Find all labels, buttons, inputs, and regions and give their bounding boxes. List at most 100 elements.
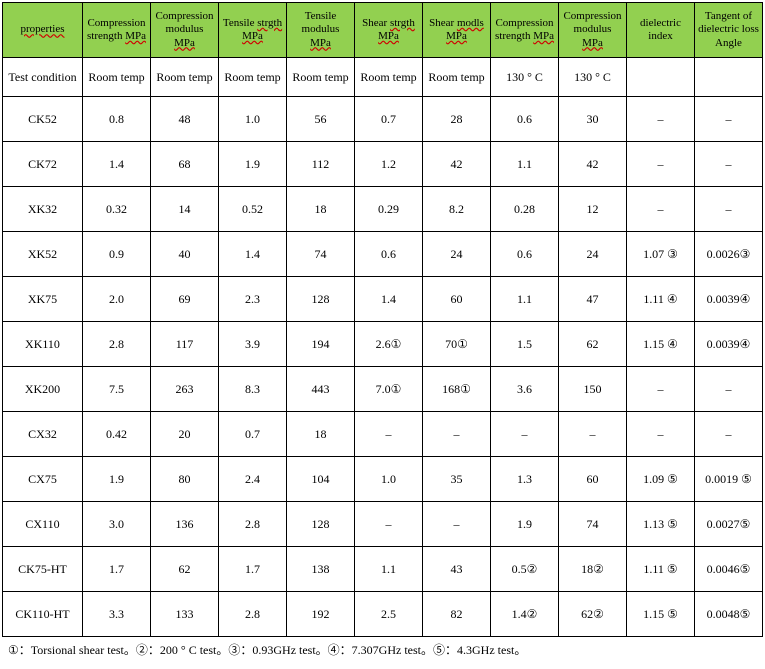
data-cell: 150 [559,367,627,412]
data-cell: 3.3 [83,592,151,637]
data-cell: 2.3 [219,277,287,322]
data-cell: – [423,412,491,457]
data-cell: 62② [559,592,627,637]
data-cell: 0.32 [83,187,151,232]
data-cell: 1.5 [491,322,559,367]
data-cell: 1.9 [219,142,287,187]
column-header: Tensile strgth MPa [219,3,287,58]
data-cell: 1.7 [219,547,287,592]
data-cell: 0.29 [355,187,423,232]
table-header: properties Compression strength MPaCompr… [3,3,763,58]
column-header: Compression strength MPa [83,3,151,58]
data-cell: 0.0039④ [695,322,763,367]
test-condition-cell: Room temp [219,58,287,97]
row-name: CK52 [3,97,83,142]
data-cell: – [423,502,491,547]
row-name: XK75 [3,277,83,322]
data-cell: – [695,97,763,142]
data-cell: 42 [423,142,491,187]
data-cell: 2.6① [355,322,423,367]
row-name: CK72 [3,142,83,187]
table-row: CX751.9802.41041.0351.3601.09 ⑤0.0019 ⑤ [3,457,763,502]
data-cell: 1.1 [491,142,559,187]
data-cell: 2.0 [83,277,151,322]
data-cell: 1.15 ⑤ [627,592,695,637]
data-cell: 443 [287,367,355,412]
column-header: Shear modls MPa [423,3,491,58]
table-row: CX1103.01362.8128––1.9741.13 ⑤0.0027⑤ [3,502,763,547]
footnote: ①：Torsional shear test。②：200 ° C test。③：… [2,637,763,662]
row-name: XK32 [3,187,83,232]
data-cell: – [627,142,695,187]
table-row: XK520.9401.4740.6240.6241.07 ③0.0026③ [3,232,763,277]
data-cell: 30 [559,97,627,142]
data-cell: 48 [151,97,219,142]
test-condition-cell: Room temp [287,58,355,97]
test-condition-row: Test conditionRoom tempRoom tempRoom tem… [3,58,763,97]
data-cell: 40 [151,232,219,277]
table-row: CX320.42200.718–––––– [3,412,763,457]
data-cell: 28 [423,97,491,142]
data-cell: – [627,367,695,412]
test-condition-cell: Room temp [355,58,423,97]
test-condition-cell: Room temp [83,58,151,97]
table-row: XK320.32140.52180.298.20.2812–– [3,187,763,232]
data-cell: 0.28 [491,187,559,232]
row-name: XK110 [3,322,83,367]
row-name: XK52 [3,232,83,277]
data-cell: 3.6 [491,367,559,412]
data-cell: – [627,187,695,232]
test-condition-cell: Room temp [151,58,219,97]
data-cell: 1.2 [355,142,423,187]
data-cell: 1.1 [491,277,559,322]
data-cell: 168① [423,367,491,412]
data-cell: 1.15 ④ [627,322,695,367]
data-cell: – [355,412,423,457]
data-cell: 2.8 [219,592,287,637]
column-header: Tangent of dielectric loss Angle [695,3,763,58]
data-cell: 3.9 [219,322,287,367]
data-cell: 0.6 [355,232,423,277]
column-header: dielectric index [627,3,695,58]
data-cell: 62 [559,322,627,367]
data-cell: 35 [423,457,491,502]
data-cell: 194 [287,322,355,367]
data-cell: 0.7 [219,412,287,457]
data-cell: 69 [151,277,219,322]
data-cell: 24 [559,232,627,277]
data-cell: – [695,412,763,457]
data-cell: 0.0039④ [695,277,763,322]
test-condition-cell: Room temp [423,58,491,97]
data-cell: – [627,97,695,142]
data-cell: 8.3 [219,367,287,412]
row-name: CK75-HT [3,547,83,592]
row-name: CX75 [3,457,83,502]
data-cell: 112 [287,142,355,187]
data-cell: 0.9 [83,232,151,277]
column-header: Compression modulus MPa [151,3,219,58]
data-cell: 2.8 [83,322,151,367]
data-cell: 62 [151,547,219,592]
data-cell: 1.4② [491,592,559,637]
data-cell: 0.0046⑤ [695,547,763,592]
column-header: Compression modulus MPa [559,3,627,58]
data-cell: 42 [559,142,627,187]
data-cell: 1.7 [83,547,151,592]
data-cell: 1.4 [219,232,287,277]
data-cell: 0.6 [491,97,559,142]
data-cell: 136 [151,502,219,547]
data-cell: – [491,412,559,457]
data-cell: 2.8 [219,502,287,547]
data-cell: 0.7 [355,97,423,142]
data-cell: 43 [423,547,491,592]
data-cell: 82 [423,592,491,637]
data-cell: 60 [423,277,491,322]
table-row: CK75-HT1.7621.71381.1430.5②18②1.11 ⑤0.00… [3,547,763,592]
data-cell: – [627,412,695,457]
data-cell: 1.07 ③ [627,232,695,277]
data-cell: – [695,142,763,187]
data-cell: 12 [559,187,627,232]
column-header: Shear strgth MPa [355,3,423,58]
table-row: CK721.4681.91121.2421.142–– [3,142,763,187]
data-cell: 0.42 [83,412,151,457]
